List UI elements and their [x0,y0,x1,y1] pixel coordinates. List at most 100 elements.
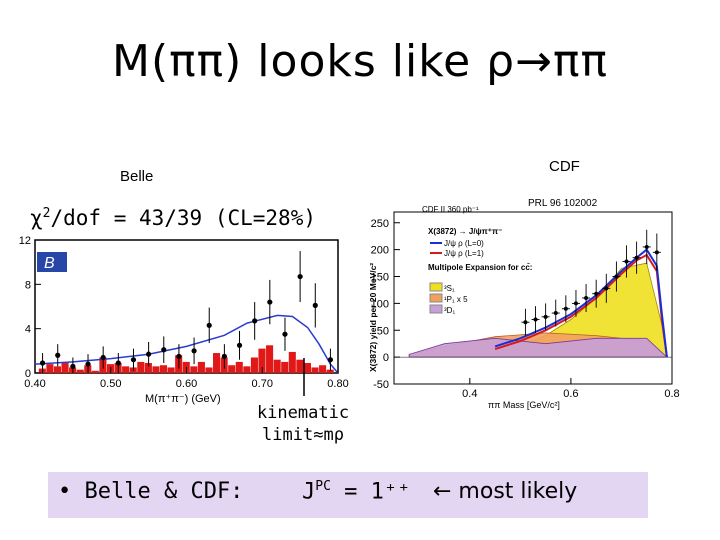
svg-text:B: B [44,255,55,272]
belle-data-points [39,251,334,373]
belle-hist-bar [228,365,236,373]
cdf-x-tick-label: 0.6 [563,388,578,400]
cdf-data-point [594,291,599,296]
cdf-legend-entry: ³S₁ [444,284,455,293]
belle-hist-bar [243,366,251,373]
cdf-x-ticks: 0.4 0.6 0.8 [462,378,680,400]
belle-hist-bar [213,353,221,373]
cdf-y-tick-label: 250 [371,218,389,230]
belle-data-point [252,318,258,324]
belle-hist-bar [137,361,145,373]
belle-y-tick-label: 4 [25,324,31,336]
belle-hist-bar [76,369,84,373]
cdf-legend-entry: Multipole Expansion for cc̄: [428,263,532,272]
cdf-label: CDF [549,158,580,175]
belle-data-point [161,347,167,353]
belle-data-point [191,348,197,354]
cdf-data-point [563,306,568,311]
belle-data-point [100,354,106,361]
kinematic-line2: limit≈mρ [262,425,344,445]
conclusion-jpc: JPC = 1⁺⁺ [302,479,411,505]
belle-hist-bar [296,359,304,373]
cdf-legend-entry: ³D₁ [444,306,455,315]
cdf-data-point [584,296,589,300]
belle-x-tick-label: 0.80 [327,378,348,390]
belle-hist-bar [61,363,69,373]
belle-data-point [146,351,152,357]
belle-data-point [282,331,288,337]
chi2-annotation: χ2/dof = 43/39 (CL=28%) [30,206,316,230]
belle-hist-bar [53,366,62,373]
belle-hist-bar [46,364,54,373]
cdf-y-label: X(3872) yield per 20 MeV/c² [368,263,378,372]
slide-title: M(ππ) looks like ρ→ππ [112,36,608,87]
cdf-data-point [543,314,548,319]
belle-data-point [267,299,273,305]
cdf-curve-l0 [494,248,668,358]
belle-hist-bar [258,348,266,373]
belle-hist-bar [273,359,281,373]
cdf-legend-swatch-1p1 [429,293,443,303]
belle-hist-bar [250,357,258,373]
belle-x-tick-label: 0.70 [252,378,273,390]
belle-hist-bar [144,363,152,373]
cdf-legend-entry: X(3872) → J/ψπ⁺π⁻ [428,227,502,236]
cdf-data-point [654,250,659,255]
belle-y-tick-label: 12 [19,235,31,247]
cdf-band-3d1 [408,337,668,358]
belle-data-point [206,322,212,328]
belle-y-tick-label: 0 [25,368,31,380]
cdf-y-tick-label: 150 [371,272,389,284]
cdf-data-point [614,274,619,279]
cdf-data-point [644,244,649,249]
cdf-legend-header: CDF II 360 pb⁻¹ [422,205,479,214]
belle-data-point [85,361,91,367]
cdf-legend-entry: J/ψ ρ (L=0) [444,239,484,248]
cdf-data-point [553,311,558,316]
kinematic-line1: kinematic [256,403,350,423]
belle-hist-bar [266,345,274,373]
belle-hist-bar [205,367,213,373]
cdf-y-tick-label: 100 [371,298,389,310]
belle-x-label: M(π⁺π⁻) (GeV) [145,393,221,405]
belle-x-ticks: 0.40 0.50 0.60 0.70 0.80 [24,367,349,390]
belle-hist-bar [167,367,175,373]
belle-data-point [115,360,121,366]
belle-y-tick-label: 8 [25,279,31,291]
cdf-legend-entry: J/ψ ρ (L=1) [444,249,484,258]
cdf-y-tick-label: -50 [373,379,389,391]
cdf-y-tick-label: 200 [371,245,389,257]
belle-logo: B [37,252,67,272]
belle-hist-bar [190,366,198,373]
belle-hist-bar [303,363,311,373]
belle-hist-bar [122,366,130,373]
cdf-y-ticks: -50 0 50 100 150 200 250 [371,218,400,391]
belle-data-point [130,357,137,363]
cdf-y-tick-label: 0 [383,352,389,364]
belle-x-tick-label: 0.40 [24,378,45,390]
cdf-x-label: ππ Mass [GeV/c²] [488,400,560,410]
belle-data-point [39,360,46,366]
cdf-x-tick-label: 0.8 [664,388,679,400]
cdf-data-point [634,255,639,260]
belle-x-tick-label: 0.60 [176,378,197,390]
conclusion-bullet: • Belle & CDF: [58,479,244,504]
belle-hist-bar [91,370,99,373]
belle-hist-bar [197,361,205,373]
cdf-data-point [523,320,528,325]
belle-hist-bar [159,365,168,373]
belle-hist-bar [319,365,327,373]
belle-data-point [297,273,303,280]
belle-y-ticks: 0 4 8 12 [19,235,41,380]
cdf-data-point [624,259,629,264]
belle-x-tick-label: 0.50 [100,378,121,390]
belle-data-point [236,342,243,348]
belle-chart: 0 4 8 12 0.40 0.50 0.60 0.70 0.80 B M(π⁺π⁻) (Ge… [19,235,349,405]
cdf-y-tick-label: 50 [377,325,389,337]
cdf-data-point [604,286,609,291]
belle-hist-bar [235,361,243,373]
belle-hist-bar [152,366,160,373]
cdf-legend-swatch-3d1 [429,304,443,314]
belle-data-point [312,302,318,308]
